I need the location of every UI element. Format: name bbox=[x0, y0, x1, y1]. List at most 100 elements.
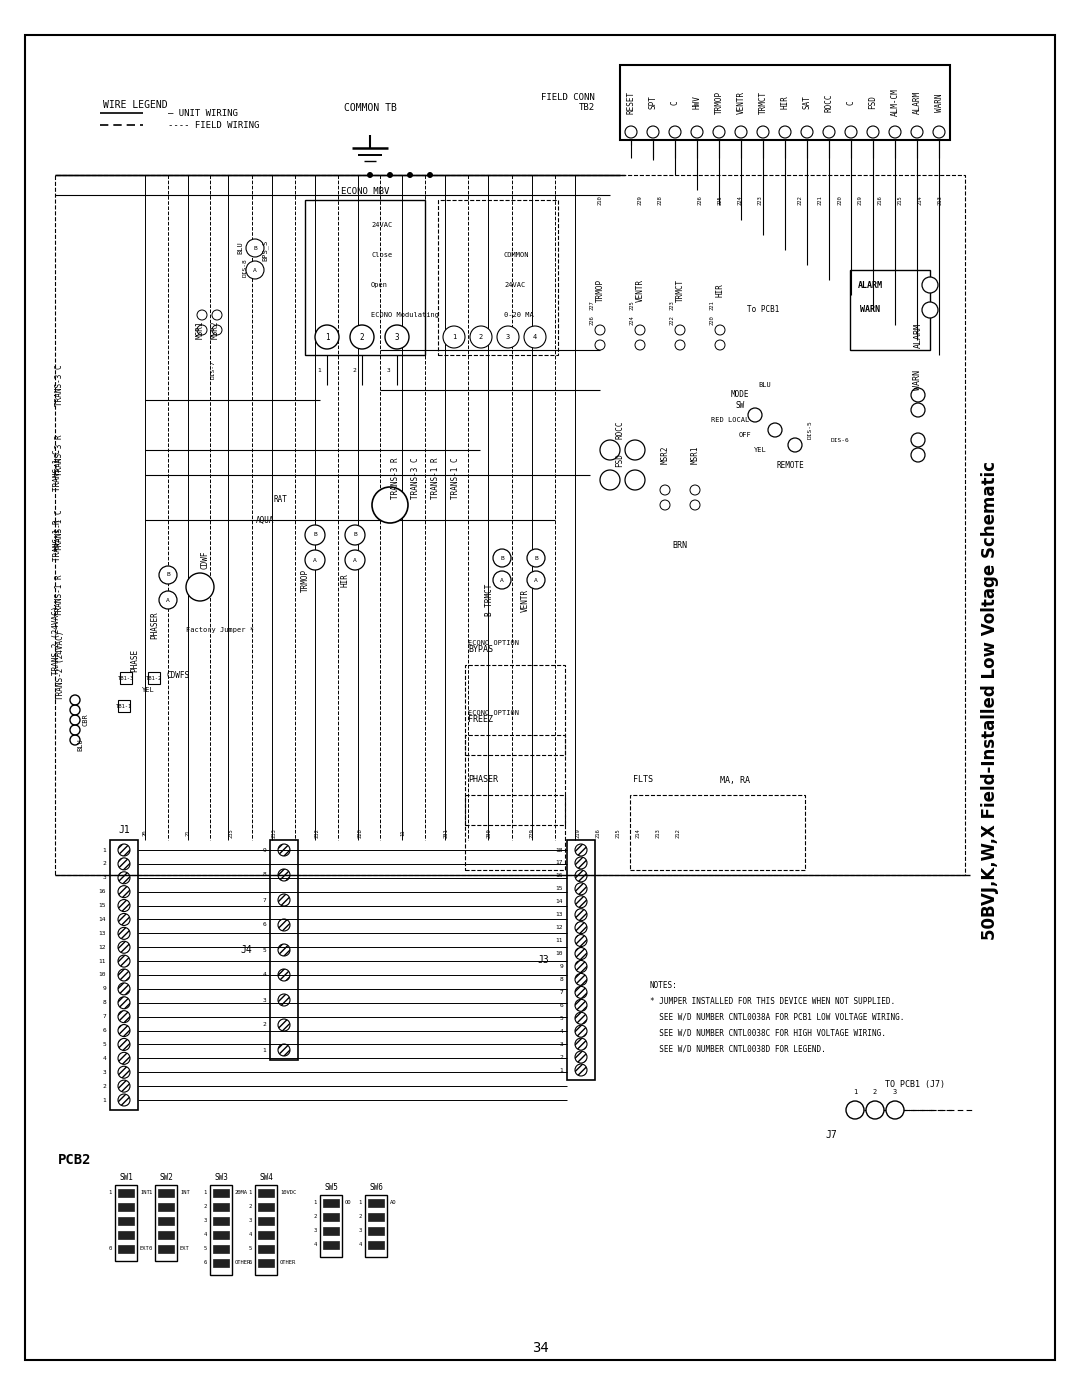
Text: B TRMCT: B TRMCT bbox=[486, 584, 495, 616]
Bar bbox=[110, 840, 138, 1111]
Bar bbox=[323, 1227, 339, 1235]
Circle shape bbox=[350, 326, 374, 349]
Text: 50BVJ,K,W,X Field-Installed Low Voltage Schematic: 50BVJ,K,W,X Field-Installed Low Voltage … bbox=[981, 461, 999, 940]
Circle shape bbox=[159, 591, 177, 609]
Text: 21: 21 bbox=[186, 830, 190, 837]
Bar bbox=[114, 1185, 137, 1261]
Text: HIR: HIR bbox=[781, 95, 789, 109]
Circle shape bbox=[384, 326, 409, 349]
Circle shape bbox=[212, 326, 222, 335]
Text: TRANS-1 R: TRANS-1 R bbox=[431, 457, 440, 499]
Text: FREEZ: FREEZ bbox=[468, 715, 492, 725]
Text: 215: 215 bbox=[897, 196, 903, 205]
Text: 1: 1 bbox=[451, 334, 456, 339]
Text: 15: 15 bbox=[555, 886, 563, 891]
Bar bbox=[213, 1217, 229, 1225]
Text: 9: 9 bbox=[262, 848, 266, 852]
Text: 5: 5 bbox=[103, 1042, 106, 1046]
Text: C: C bbox=[847, 101, 855, 105]
Text: BLU: BLU bbox=[77, 739, 83, 752]
Text: 2: 2 bbox=[873, 1090, 877, 1095]
Bar bbox=[258, 1231, 274, 1239]
Text: TRANS-1 R: TRANS-1 R bbox=[53, 520, 62, 560]
Bar bbox=[156, 1185, 177, 1261]
Text: 0: 0 bbox=[109, 1246, 112, 1252]
Text: 221: 221 bbox=[818, 196, 823, 205]
Text: WARN: WARN bbox=[934, 94, 944, 112]
Text: 228: 228 bbox=[658, 196, 662, 205]
Circle shape bbox=[305, 550, 325, 570]
Bar bbox=[258, 1203, 274, 1211]
Text: 219: 219 bbox=[858, 196, 863, 205]
Text: 4: 4 bbox=[204, 1232, 207, 1238]
Bar bbox=[118, 1231, 134, 1239]
Text: J3: J3 bbox=[537, 956, 549, 965]
Text: CDWF: CDWF bbox=[201, 550, 210, 569]
Text: 2: 2 bbox=[559, 1055, 563, 1059]
Bar bbox=[465, 735, 565, 826]
Text: REMOTE: REMOTE bbox=[777, 461, 804, 469]
Circle shape bbox=[186, 573, 214, 601]
Bar bbox=[368, 1213, 384, 1221]
Circle shape bbox=[867, 126, 879, 138]
Text: 1: 1 bbox=[359, 1200, 362, 1206]
Circle shape bbox=[889, 126, 901, 138]
Text: ALARM: ALARM bbox=[914, 323, 922, 348]
Text: INT: INT bbox=[140, 1190, 150, 1196]
Text: 12: 12 bbox=[555, 925, 563, 930]
Text: 9: 9 bbox=[103, 986, 106, 992]
Circle shape bbox=[367, 172, 373, 177]
Circle shape bbox=[675, 339, 685, 351]
Circle shape bbox=[372, 488, 408, 522]
Text: 6: 6 bbox=[559, 1003, 563, 1007]
Text: TRANS-3 C: TRANS-3 C bbox=[410, 457, 419, 499]
Text: TRANS-1 C: TRANS-1 C bbox=[53, 450, 62, 490]
Text: CDWFS: CDWFS bbox=[166, 671, 190, 679]
Text: 2: 2 bbox=[359, 1214, 362, 1220]
Text: B: B bbox=[313, 532, 316, 538]
Text: 214: 214 bbox=[918, 196, 922, 205]
Bar bbox=[118, 1217, 134, 1225]
Text: 13: 13 bbox=[98, 930, 106, 936]
Text: 10VDC: 10VDC bbox=[280, 1190, 296, 1196]
Bar bbox=[118, 1245, 134, 1253]
Circle shape bbox=[492, 549, 511, 567]
Text: 3: 3 bbox=[559, 1042, 563, 1046]
Text: 228: 228 bbox=[357, 828, 363, 838]
Circle shape bbox=[768, 423, 782, 437]
Text: TB1-2: TB1-2 bbox=[146, 676, 162, 680]
Text: 18: 18 bbox=[555, 848, 563, 852]
Text: B: B bbox=[353, 532, 356, 538]
Circle shape bbox=[600, 440, 620, 460]
Bar bbox=[213, 1189, 229, 1197]
Text: PHASE: PHASE bbox=[131, 648, 139, 672]
Text: 232: 232 bbox=[314, 828, 320, 838]
Text: 6: 6 bbox=[262, 922, 266, 928]
Text: 2: 2 bbox=[248, 1204, 252, 1210]
Text: 3: 3 bbox=[505, 334, 510, 339]
Text: TRMOP: TRMOP bbox=[300, 569, 310, 591]
Circle shape bbox=[246, 261, 264, 279]
Circle shape bbox=[922, 302, 939, 319]
Text: TRANS-3 R: TRANS-3 R bbox=[55, 434, 65, 476]
Text: 15: 15 bbox=[98, 902, 106, 908]
Circle shape bbox=[443, 326, 465, 348]
Text: 5: 5 bbox=[559, 1016, 563, 1021]
Text: 14: 14 bbox=[555, 900, 563, 904]
Text: 14: 14 bbox=[98, 916, 106, 922]
Text: 1: 1 bbox=[262, 1048, 266, 1052]
Text: A: A bbox=[313, 557, 316, 563]
Text: 10: 10 bbox=[555, 951, 563, 956]
Text: SAT: SAT bbox=[802, 95, 811, 109]
Circle shape bbox=[345, 525, 365, 545]
Text: 5: 5 bbox=[262, 947, 266, 953]
Text: 4: 4 bbox=[103, 1056, 106, 1060]
Bar bbox=[55, 175, 966, 875]
Text: 1: 1 bbox=[314, 1200, 318, 1206]
Text: TRMOP: TRMOP bbox=[595, 278, 605, 302]
Circle shape bbox=[675, 326, 685, 335]
Text: EXT: EXT bbox=[140, 1246, 150, 1252]
Text: 222: 222 bbox=[670, 316, 675, 326]
Text: 6: 6 bbox=[103, 1028, 106, 1032]
Circle shape bbox=[690, 485, 700, 495]
